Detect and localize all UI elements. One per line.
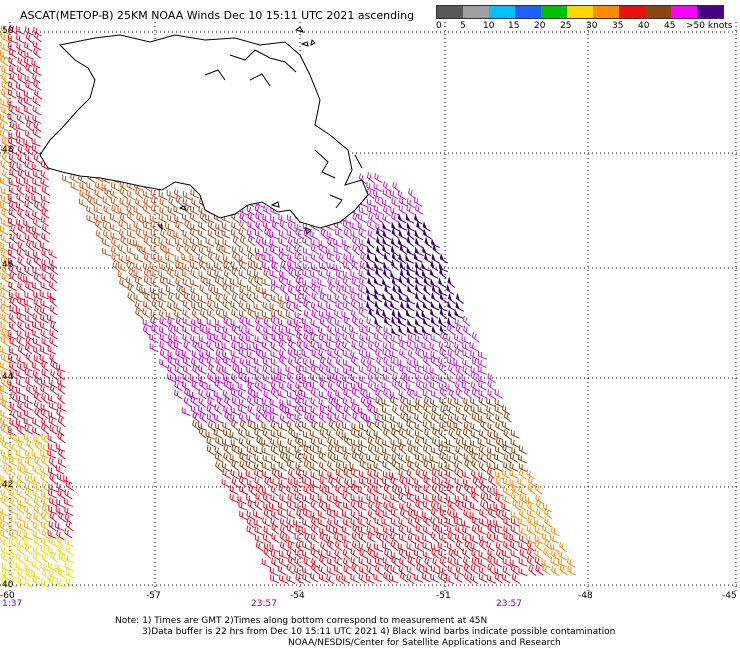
legend-swatch-5 [567, 6, 593, 18]
newfoundland-coastline [39, 26, 369, 235]
swath-main [62, 172, 577, 585]
legend-label-15: 15 [508, 21, 520, 31]
lon-label-minus60: -60 [0, 591, 15, 601]
legend-swatch-4 [541, 6, 567, 18]
legend-label-0: 0 [436, 21, 442, 31]
lat-label-40: 40 [2, 580, 14, 590]
legend-swatch-7 [619, 6, 645, 18]
lon-label-minus57: -57 [146, 591, 161, 601]
lat-label-50: 50 [2, 26, 14, 36]
lat-label-42: 42 [2, 480, 14, 490]
newfoundland-island [39, 34, 369, 229]
footnote-line-2: 3)Data buffer is 22 hrs from Dec 10 15:1… [142, 627, 616, 637]
legend-label-35: 35 [612, 21, 624, 31]
legend-label-10: 10 [483, 21, 495, 31]
color-scale-bar [436, 5, 724, 19]
legend-swatch-0 [437, 6, 463, 18]
footnote-line-3: NOAA/NESDIS/Center for Satellite Applica… [288, 638, 561, 648]
time-label-left: 1:37 [2, 599, 23, 609]
swath-left [0, 24, 75, 589]
northern-peninsula-coast [204, 49, 297, 87]
legend-swatch-8 [645, 6, 671, 18]
legend-label-30: 30 [586, 21, 598, 31]
legend-label-40: 40 [638, 21, 650, 31]
lat-label-44: 44 [2, 372, 14, 382]
map-title: ASCAT(METOP-B) 25KM NOAA Winds Dec 10 15… [20, 9, 415, 22]
legend-swatch-2 [489, 6, 515, 18]
legend-swatch-10 [697, 6, 723, 18]
wind-speed-legend: 0 5 10 15 20 25 30 35 40 45 >50 knots [436, 5, 733, 33]
eastern-bays-coast [314, 149, 363, 209]
lon-label-minus54: -54 [290, 591, 305, 601]
footnote-line-1: Note: 1) Times are GMT 2)Times along bot… [115, 616, 488, 626]
legend-swatch-1 [463, 6, 489, 18]
legend-swatch-3 [515, 6, 541, 18]
legend-label-5: 5 [460, 21, 466, 31]
time-label-mid: 23:57 [251, 599, 277, 609]
color-scale-labels: 0 5 10 15 20 25 30 35 40 45 >50 knots [436, 19, 733, 33]
legend-label-20: 20 [534, 21, 546, 31]
lat-label-46: 46 [2, 260, 14, 270]
legend-label-45: 45 [664, 21, 676, 31]
lat-label-48: 48 [2, 145, 14, 155]
lon-label-minus51: -51 [436, 591, 451, 601]
legend-swatch-6 [593, 6, 619, 18]
lon-label-minus48: -48 [578, 591, 593, 601]
lon-label-minus45: -45 [722, 591, 737, 601]
small-islands [156, 26, 316, 235]
legend-label-50-plus: >50 knots [686, 21, 733, 31]
legend-label-25: 25 [560, 21, 572, 31]
time-label-right: 23:57 [496, 599, 522, 609]
legend-swatch-9 [671, 6, 697, 18]
